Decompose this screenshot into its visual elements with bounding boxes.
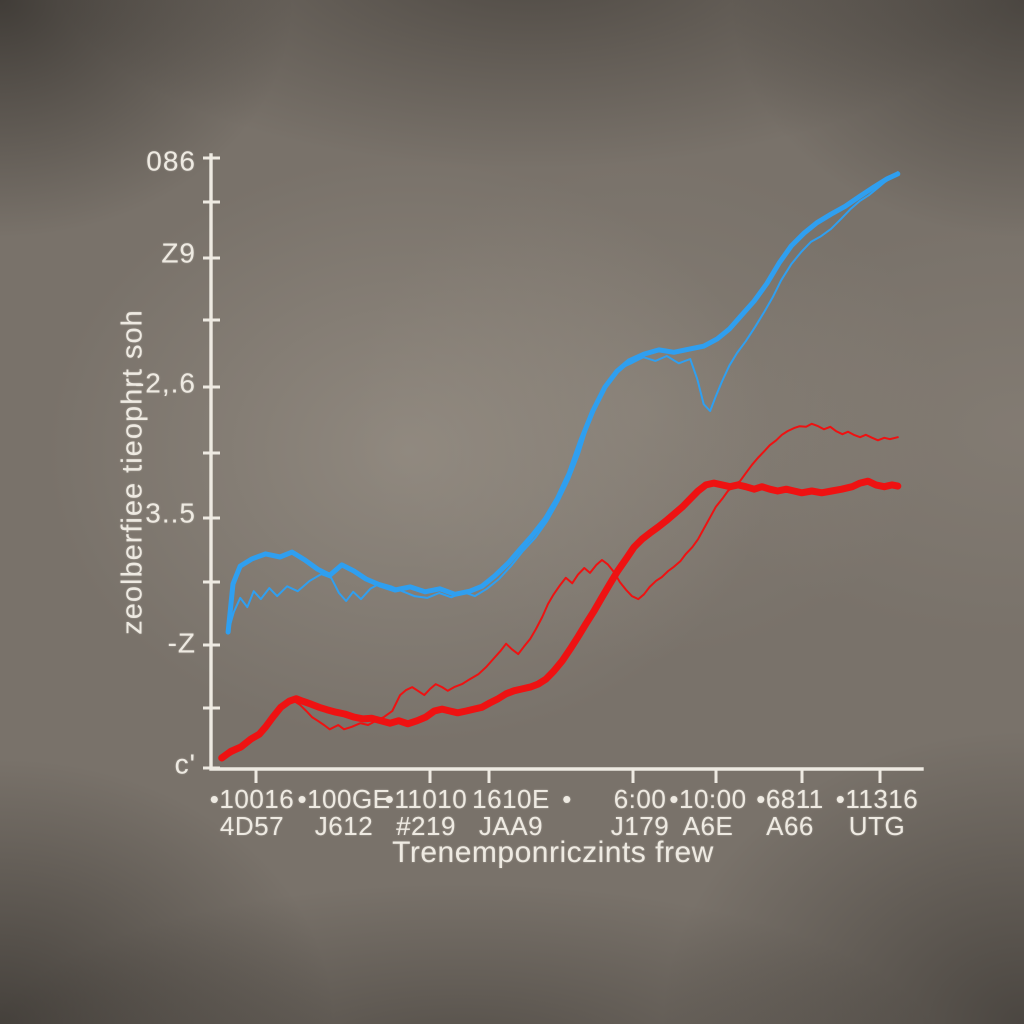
x-tick-line1: •10016 [209,784,295,814]
x-tick-label: 1610E JAA9 [431,784,591,842]
x-tick-label: •100GE J612 [264,784,424,842]
x-tick-line1: •6811 [756,784,824,814]
x-tick-line1: 1610E [472,784,550,814]
x-tick-label: •11316 UTG [797,784,957,842]
series-blue-thin [227,171,899,634]
x-tick-label: •11010 #219 [346,784,506,842]
x-tick-label: • [487,784,647,814]
y-tick-label: 086 [146,145,196,177]
axis-spines [209,153,924,771]
x-tick-label: •6811 A66 [710,784,870,842]
series-red-thin [220,422,899,761]
x-tick-line1: •11010 [384,784,468,814]
series-blue-thick [225,171,901,635]
x-tick-line2: #219 [396,811,456,842]
y-tick-label: Z9 [161,237,196,269]
x-tick-line2: J179 [610,811,670,842]
x-tick-line2: 4D57 [219,811,285,842]
x-tick-line2: JAA9 [478,811,544,842]
x-tick-label: 6:00 J179 [560,784,720,842]
y-tick-label: c' [174,748,196,780]
x-tick-line1: •10:00 [669,784,747,814]
y-axis-title: zeolberfiee tieophrt soh [116,309,149,635]
x-tick-line2: J612 [314,811,374,842]
x-tick-line1: • [562,784,572,814]
x-tick-line1: •11316 [835,784,919,814]
x-axis-title: Trenemponriczints frew [392,836,714,869]
y-tick-label: -2,.6 [134,367,196,399]
x-tick-line2: A6E [682,811,734,842]
y-tick-label: -Z [167,627,196,659]
x-tick-line1: •100GE [297,784,391,814]
series-red-thick [218,477,902,762]
x-tick-label: •10:00 A6E [628,784,788,842]
y-tick-label: 3..5 [145,497,196,529]
x-tick-line2: A66 [766,811,814,842]
x-tick-label: •10016 4D57 [172,784,332,842]
x-tick-line2: UTG [848,811,906,842]
x-tick-line1: 6:00 [613,784,667,814]
